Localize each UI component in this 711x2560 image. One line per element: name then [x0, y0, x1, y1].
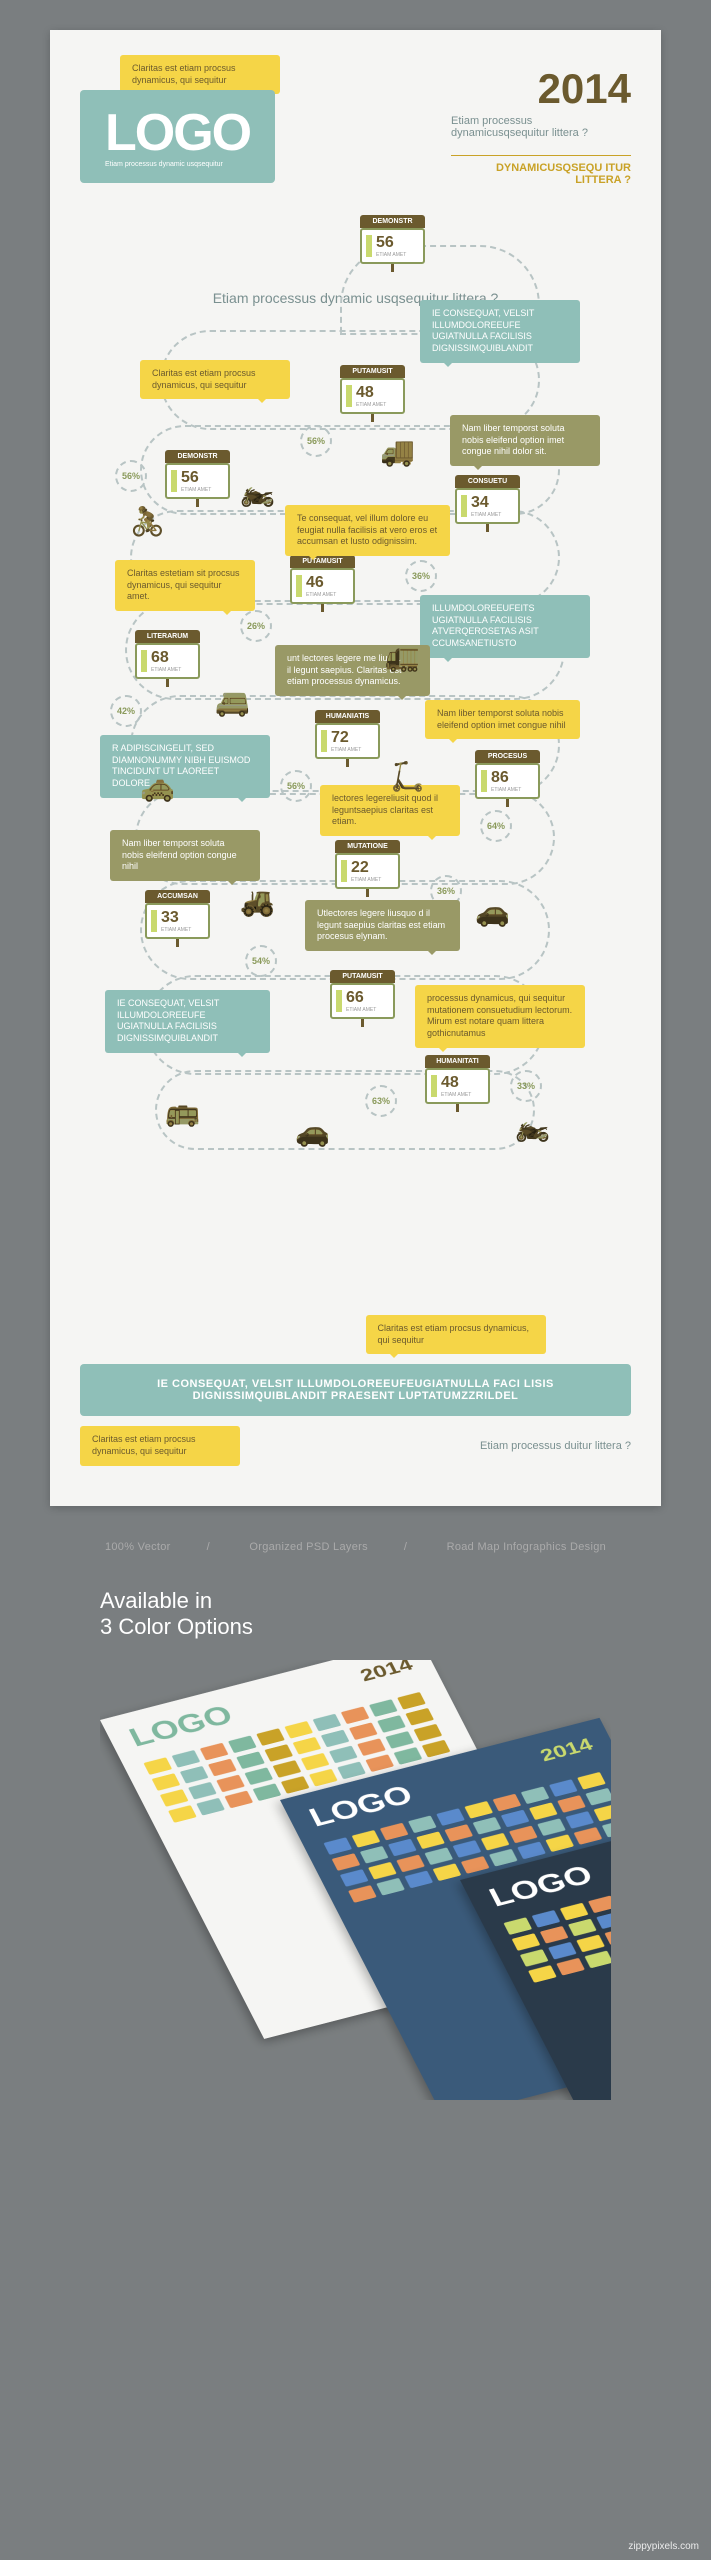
- percent-badge: 56%: [300, 425, 332, 457]
- options-section: Available in 3 Color Options LOGO2014LOG…: [50, 1588, 661, 2140]
- speech-bubble: Nam liber temporst soluta nobis eleifend…: [110, 830, 260, 881]
- vehicle-icon: 🚜: [240, 885, 275, 918]
- percent-badge: 63%: [365, 1085, 397, 1117]
- features-row: 100% Vector / Organized PSD Layers / Road …: [50, 1506, 661, 1588]
- percent-badge: 36%: [405, 560, 437, 592]
- road-sign: PUTAMUSIT46ETIAM AMET: [290, 555, 355, 612]
- speech-bubble: IE CONSEQUAT, VELSIT ILLUMDOLOREEUFE UGI…: [420, 300, 580, 363]
- year: 2014: [538, 65, 631, 113]
- sep: /: [404, 1541, 407, 1553]
- logo-text: LOGO: [105, 110, 250, 157]
- road-sign: PUTAMUSIT66ETIAM AMET: [330, 970, 395, 1027]
- road-sign: DEMONSTR56ETIAM AMET: [360, 215, 425, 272]
- vehicle-icon: 🚗: [475, 895, 510, 928]
- header: Claritas est etiam procsus dynamicus, qu…: [80, 55, 631, 215]
- speech-bubble: R ADIPISCINGELIT, SED DIAMNONUMMY NIBH E…: [100, 735, 270, 798]
- options-title: Available in 3 Color Options: [100, 1588, 611, 1640]
- percent-badge: 64%: [480, 810, 512, 842]
- vehicle-icon: 🛴: [390, 760, 425, 793]
- percent-badge: 26%: [240, 610, 272, 642]
- vehicle-icon: 🏍️: [240, 475, 275, 508]
- roadmap-area: Etiam processus dynamic usqsequitur litt…: [80, 215, 631, 1315]
- vehicle-icon: 🚴: [130, 505, 165, 538]
- road-sign: HUMANIATIS72ETIAM AMET: [315, 710, 380, 767]
- footer-banner: IE CONSEQUAT, VELSIT ILLUMDOLOREEUFEUGIA…: [80, 1364, 631, 1416]
- vehicle-icon: 🚕: [140, 770, 175, 803]
- footer-line: Claritas est etiam procsus dynamicus, qu…: [80, 1426, 631, 1465]
- logo-box: LOGO Etiam processus dynamic usqsequitur: [80, 90, 275, 183]
- vehicle-icon: 🚌: [165, 1095, 200, 1128]
- feature-a: 100% Vector: [105, 1541, 171, 1553]
- road-sign: MUTATIONE22ETIAM AMET: [335, 840, 400, 897]
- road-sign: DEMONSTR56ETIAM AMET: [165, 450, 230, 507]
- vehicle-icon: 🚚: [380, 435, 415, 468]
- speech-bubble: processus dynamicus, qui sequitur mutati…: [415, 985, 585, 1048]
- feature-c: Road Map Infographics Design: [447, 1541, 606, 1553]
- vehicle-icon: 🚐: [215, 685, 250, 718]
- page-container: Claritas est etiam procsus dynamicus, qu…: [0, 0, 711, 2170]
- footer-left-bubble: Claritas est etiam procsus dynamicus, qu…: [80, 1426, 240, 1465]
- road-sign: LITERARUM68ETIAM AMET: [135, 630, 200, 687]
- speech-bubble: Claritas est etiam procsus dynamicus, qu…: [140, 360, 290, 399]
- percent-badge: 54%: [245, 945, 277, 977]
- vehicle-icon: 🏍️: [515, 1110, 550, 1143]
- vehicle-icon: 🚛: [385, 640, 420, 673]
- road-sign: PUTAMUSIT48ETIAM AMET: [340, 365, 405, 422]
- vehicle-icon: 🚗: [295, 1115, 330, 1148]
- speech-bubble: Claritas estetiam sit procsus dynamicus,…: [115, 560, 255, 611]
- road-sign: HUMANITATI48ETIAM AMET: [425, 1055, 490, 1112]
- road-sign: CONSUETU34ETIAM AMET: [455, 475, 520, 532]
- percent-badge: 56%: [280, 770, 312, 802]
- speech-bubble: Te consequat, vel illum dolore eu feugia…: [285, 505, 450, 556]
- mockup-area: LOGO2014LOGO2014LOGO2014: [100, 1660, 611, 2100]
- speech-bubble: Utlectores legere liusquo d il legunt sa…: [305, 900, 460, 951]
- road-sign: ACCUMSAN33ETIAM AMET: [145, 890, 210, 947]
- percent-badge: 33%: [510, 1070, 542, 1102]
- road-sign: PROCESUS86ETIAM AMET: [475, 750, 540, 807]
- percent-badge: 42%: [110, 695, 142, 727]
- sep: /: [207, 1541, 210, 1553]
- watermark: zippypixels.com: [628, 2541, 699, 2552]
- percent-badge: 56%: [115, 460, 147, 492]
- speech-bubble: Nam liber temporst soluta nobis eleifend…: [450, 415, 600, 466]
- header-bubble: Claritas est etiam procsus dynamicus, qu…: [120, 55, 280, 94]
- footer-top-bubble: Claritas est etiam procsus dynamicus, qu…: [366, 1315, 546, 1354]
- speech-bubble: Nam liber temporst soluta nobis eleifend…: [425, 700, 580, 739]
- speech-bubble: IE CONSEQUAT, VELSIT ILLUMDOLOREEUFE UGI…: [105, 990, 270, 1053]
- footer-question: Etiam processus duitur littera ?: [480, 1440, 631, 1452]
- feature-b: Organized PSD Layers: [249, 1541, 368, 1553]
- infographic-poster: Claritas est etiam procsus dynamicus, qu…: [50, 30, 661, 1506]
- speech-bubble: ILLUMDOLOREEUFEITS UGIATNULLA FACILISIS …: [420, 595, 590, 658]
- header-question: Etiam processus dynamicusqsequitur litte…: [451, 115, 631, 139]
- header-subhead: DYNAMICUSQSEQU ITUR LITTERA ?: [451, 155, 631, 186]
